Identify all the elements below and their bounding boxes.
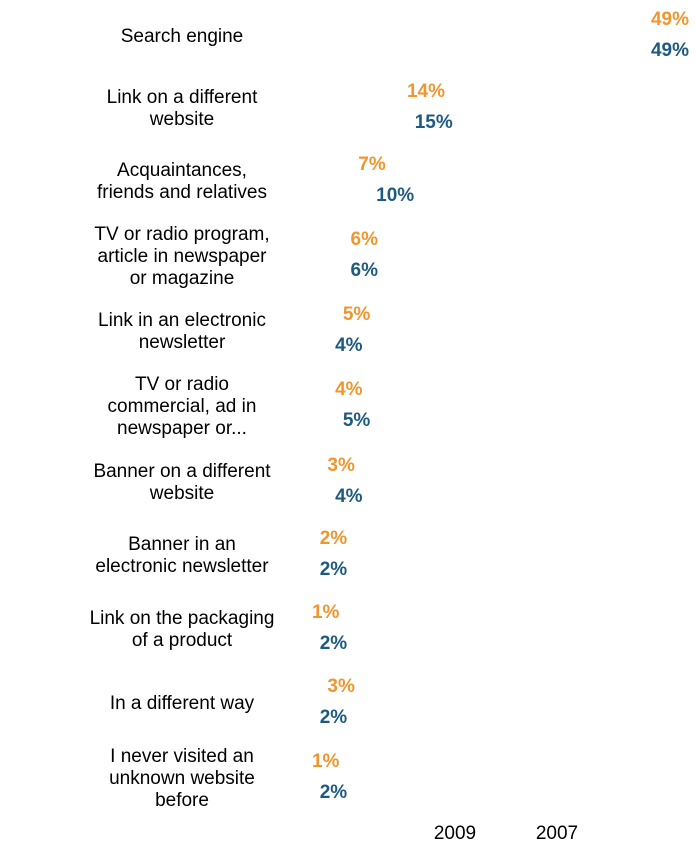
category-label: Link on the packaging of a product <box>90 608 275 651</box>
data-label-2009: 3% <box>327 455 355 476</box>
category-label: Acquaintances, friends and relatives <box>97 160 267 203</box>
category-labels: Search engine Link on a different website A… <box>90 26 275 811</box>
category-label: Link on a different website <box>107 87 258 130</box>
data-label-2009: 5% <box>343 304 371 325</box>
data-label-2007: 2% <box>320 707 348 728</box>
legend: 2009 2007 <box>434 823 578 844</box>
data-label-2007: 6% <box>351 260 379 281</box>
data-label-2009: 4% <box>335 379 363 400</box>
data-label-2009: 1% <box>312 602 340 623</box>
value-labels: 49% 49% 14% 15% 7% 10% 6% 6% 5% 4% 4% 5% 3% 4% 2% 2% 1% 2… <box>312 9 689 803</box>
category-label: In a different way <box>110 693 255 714</box>
data-label-2007: 4% <box>335 335 363 356</box>
data-label-2007: 5% <box>343 410 371 431</box>
data-label-2007: 15% <box>415 112 453 133</box>
data-label-2007: 2% <box>320 559 348 580</box>
data-label-2007: 2% <box>320 633 348 654</box>
data-label-2009: 49% <box>651 9 689 30</box>
data-label-2009: 2% <box>320 528 348 549</box>
data-label-2009: 7% <box>358 154 386 175</box>
category-label: Search engine <box>121 26 244 47</box>
legend-item-2007: 2007 <box>536 823 578 844</box>
data-label-2007: 10% <box>376 185 414 206</box>
data-label-2007: 4% <box>335 486 363 507</box>
category-label: TV or radio commercial, ad in newspaper or… <box>108 374 257 439</box>
category-label: Link in an electronic newsletter <box>98 310 266 353</box>
data-label-2007: 2% <box>320 782 348 803</box>
data-label-2007: 49% <box>651 40 689 61</box>
category-label: Banner on a different website <box>93 461 271 504</box>
legend-item-2009: 2009 <box>434 823 476 844</box>
category-label: Banner in an electronic newsletter <box>95 534 269 577</box>
data-label-2009: 14% <box>407 81 445 102</box>
data-label-2009: 1% <box>312 751 340 772</box>
category-label: I never visited an unknown website before <box>109 746 255 811</box>
category-label: TV or radio program, article in newspaper… <box>94 224 269 289</box>
data-label-2009: 3% <box>327 676 355 697</box>
data-label-2009: 6% <box>351 229 379 250</box>
